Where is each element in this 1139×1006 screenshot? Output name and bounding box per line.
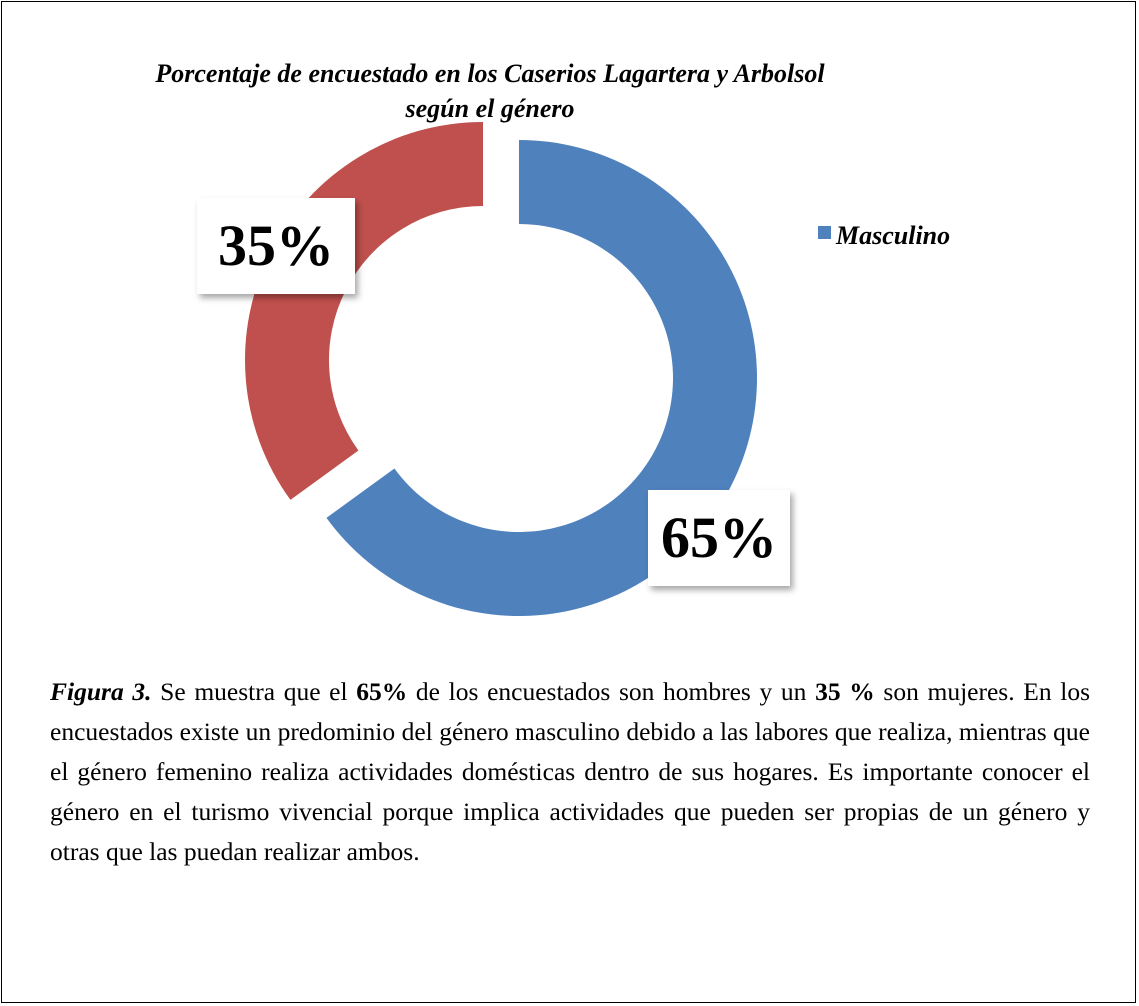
caption-run: Figura 3. bbox=[50, 677, 152, 706]
legend-label: Masculino bbox=[836, 221, 951, 250]
donut-slice bbox=[245, 122, 483, 500]
caption-run: 65% bbox=[356, 677, 408, 706]
chart-title: Porcentaje de encuestado en los Caserios… bbox=[155, 59, 825, 123]
caption-run: 35 % bbox=[815, 677, 875, 706]
legend-swatch bbox=[818, 226, 831, 239]
caption-run: Se muestra que el bbox=[151, 677, 357, 706]
legend: Masculino bbox=[818, 216, 972, 256]
data-label: 65% bbox=[648, 490, 790, 586]
caption: Figura 3. Se muestra que el 65% de los e… bbox=[50, 672, 1090, 872]
data-label: 35% bbox=[197, 198, 355, 294]
caption-run: de los encuestados son hombres y un bbox=[407, 677, 816, 706]
caption-run: son mujeres. En los encuestados existe u… bbox=[50, 677, 1091, 866]
